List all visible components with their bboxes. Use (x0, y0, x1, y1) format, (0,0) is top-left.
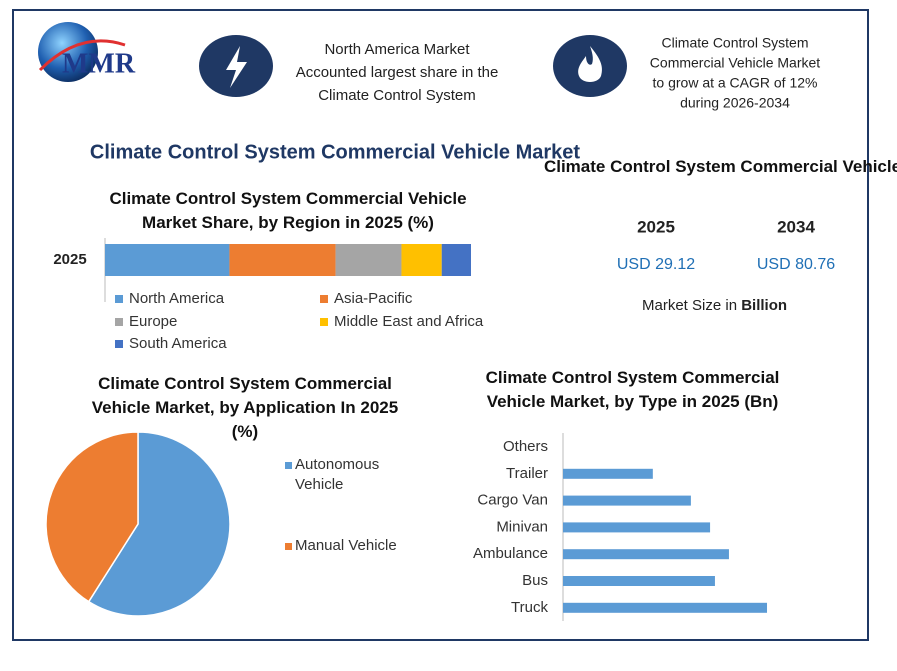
chart-title: Climate Control System Commercial Vehicl… (109, 189, 467, 232)
category-label: Cargo Van (477, 492, 548, 509)
bar-segment (335, 244, 402, 276)
category-label: Bus (522, 572, 548, 589)
category-label: Trailer (506, 465, 548, 482)
legend-swatch (115, 295, 123, 303)
callout-line: Climate Control System (318, 87, 476, 104)
logo-globe (38, 22, 98, 82)
callout-line: Climate Control System (661, 35, 808, 51)
category-label: Minivan (496, 518, 548, 535)
market-size-title: Climate Control System Commercial Vehicl… (543, 157, 897, 176)
legend-label: South America (129, 335, 227, 352)
legend-swatch (320, 295, 328, 303)
bar-segment (441, 244, 471, 276)
market-value: USD 80.76 (757, 256, 835, 273)
frame (12, 9, 869, 641)
chart-title: Climate Control System Commercial Vehicl… (485, 368, 780, 411)
bar-segment (229, 244, 336, 276)
year: 2025 (637, 217, 675, 236)
callout-line: to grow at a CAGR of 12% (653, 75, 818, 91)
bar-segment (105, 244, 230, 276)
legend-label: Middle East and Africa (334, 313, 484, 330)
category-label: Truck (511, 599, 548, 616)
bar (563, 522, 711, 533)
category-label: 2025 (53, 251, 86, 268)
legend-label: Manual Vehicle (295, 537, 397, 554)
legend-label: Autonomous Vehicle (295, 456, 380, 493)
category-label: Others (503, 438, 548, 455)
legend-swatch (285, 543, 292, 550)
market-size-note: Market Size in Billion (642, 297, 787, 314)
market-value: USD 29.12 (617, 256, 695, 273)
bar (563, 576, 715, 586)
legend-swatch (320, 318, 328, 326)
callout-line: Accounted largest share in the (296, 64, 499, 81)
bar-segment (401, 244, 442, 276)
callout-line: during 2026-2034 (680, 95, 790, 111)
note-unit: Billion (741, 297, 788, 314)
note: Market Size in (642, 297, 738, 314)
bar (563, 602, 768, 613)
year: 2034 (777, 217, 815, 236)
legend-swatch (115, 318, 123, 326)
pie-slice (87, 431, 231, 617)
callout-line: Commercial Vehicle Market (650, 55, 820, 71)
bar (563, 468, 653, 479)
legend-swatch (285, 462, 292, 469)
main-title: Climate Control System Commercial Vehicl… (90, 141, 581, 163)
legend-swatch (115, 340, 123, 348)
callout-line: North America Market (324, 41, 470, 58)
category-label: Ambulance (473, 545, 548, 562)
legend-label: North America (129, 290, 225, 307)
icon-bolt (226, 46, 247, 88)
bar (563, 495, 691, 506)
pie-slice (45, 431, 139, 603)
logo-text: MMR (62, 48, 136, 79)
icon-flame (578, 46, 602, 82)
logo-swoosh (38, 39, 126, 72)
chart-title: Climate Control System Commercial Vehicl… (91, 374, 399, 441)
legend-label: Asia-Pacific (334, 290, 413, 307)
legend-label: Europe (129, 313, 177, 330)
bar (563, 549, 729, 560)
